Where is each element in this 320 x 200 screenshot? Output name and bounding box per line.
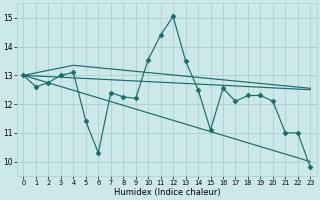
X-axis label: Humidex (Indice chaleur): Humidex (Indice chaleur) [114, 188, 220, 197]
